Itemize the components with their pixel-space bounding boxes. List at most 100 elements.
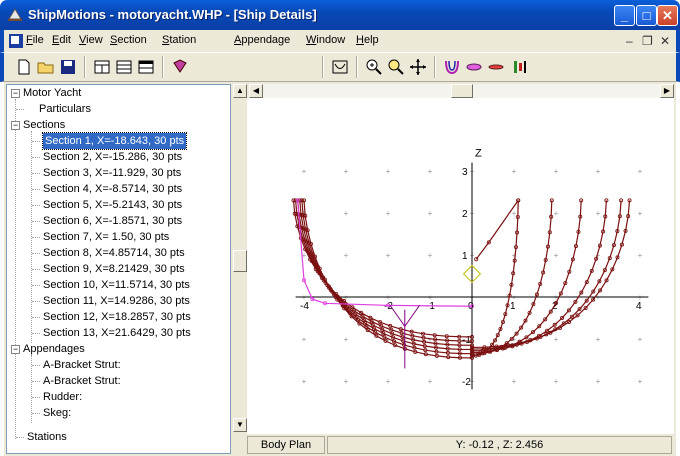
tree-item-section[interactable]: Section 6, X=-1.8571, 30 pts [43,215,183,227]
section-point [516,198,521,203]
section-point [549,198,554,203]
scroll-left-arrow-icon[interactable]: ◀ [249,84,263,98]
section-point [413,349,418,354]
new-file-icon[interactable] [14,57,34,77]
section-point [446,355,451,360]
grid-mark: + [554,377,559,386]
table-view-icon[interactable] [136,57,156,77]
section-point [445,346,450,351]
station-icon[interactable] [486,57,506,77]
app-icon [8,8,22,21]
save-icon[interactable] [58,57,78,77]
grid-mark: + [512,335,517,344]
tree-item-section[interactable]: Section 13, X=21.6429, 30 pts [43,327,191,339]
tree-item-particulars[interactable]: Particulars [39,103,91,115]
tree-item-appendages[interactable]: Appendages [23,343,85,355]
section-point [412,345,417,350]
grid-mark: + [638,167,643,176]
tree-item-section[interactable]: Section 9, X=8.21429, 30 pts [43,263,185,275]
section-point [603,214,608,219]
tree-item-stations[interactable]: Stations [27,431,67,443]
section-point [604,198,609,203]
menu-file[interactable]: File [26,34,44,46]
section-point [543,317,548,322]
tree-view[interactable]: − Motor Yacht Particulars − Sections Sec… [6,84,231,454]
section-curve-highlight [297,200,473,307]
scroll-down-arrow-icon[interactable]: ▼ [233,418,247,432]
maximize-button[interactable]: □ [636,5,657,26]
tree-item-appendage[interactable]: Skeg: [43,407,72,419]
document-icon[interactable] [8,33,24,49]
section-point [531,302,536,307]
mdi-close-button[interactable]: ✕ [660,34,671,48]
tree-item-section[interactable]: Section 3, X=-11.929, 30 pts [43,167,182,179]
menu-section[interactable]: Section [110,34,147,46]
section-point [373,330,378,335]
section-point [457,343,462,348]
tree-item-appendage[interactable]: Rudder: [43,391,83,403]
zoom-in-icon[interactable] [364,57,384,77]
tree-item-appendage[interactable]: A-Bracket Strut: [43,359,121,371]
list-view-icon[interactable] [114,57,134,77]
menu-appendage[interactable]: Appendage [234,34,291,46]
book-icon[interactable] [170,57,190,77]
grid-view-icon[interactable] [92,57,112,77]
body-plan-chart[interactable]: + + + + + + + + + + + + + + + + + + + + + + + + + + + + + + + + + + + + + + + +… [247,98,674,434]
grid-mark: + [302,335,307,344]
section-point [517,341,522,346]
zoom-fit-icon[interactable] [386,57,406,77]
z-tick-label: 2 [462,209,468,220]
section-point [513,245,518,250]
section-point [573,244,578,249]
menu-station[interactable]: Station [162,34,197,46]
plot-scrollbar[interactable]: ◀ ▶ [249,84,674,98]
tree-item-section[interactable]: Section 1, X=-18.643, 30 pts [41,132,188,150]
tree-item-sections[interactable]: Sections [23,119,66,131]
section-point [498,326,503,331]
tree-item-section[interactable]: Section 2, X=-15.286, 30 pts [43,151,183,163]
sections-icon[interactable] [442,57,462,77]
grid-mark: + [554,167,559,176]
tree-item-section[interactable]: Section 12, X=18.2857, 30 pts [43,311,191,323]
scroll-right-arrow-icon[interactable]: ▶ [660,84,674,98]
toolbar-separator [84,56,86,78]
tree-item-appendage[interactable]: A-Bracket Strut: [43,375,121,387]
body-plan-canvas[interactable]: + + + + + + + + + + + + + + + + + + + + + + + + + + + + + + + + + + + + + + + +… [247,98,674,434]
collapse-icon[interactable]: − [11,344,20,354]
section-point [391,335,396,340]
tree-item-section[interactable]: Section 4, X=-8.5714, 30 pts [43,183,183,195]
minimize-button[interactable]: _ [614,5,635,26]
grid-mark: + [428,251,433,260]
pan-icon[interactable] [408,57,428,77]
mdi-minimize-button[interactable]: – [626,34,633,48]
toolbar-separator [162,56,164,78]
section-point [423,348,428,353]
close-button[interactable]: ✕ [657,5,678,26]
scroll-up-arrow-icon[interactable]: ▲ [233,84,247,98]
toolbar [0,52,680,82]
body-plan-icon[interactable] [330,57,350,77]
tree-item-section[interactable]: Section 10, X=11.5714, 30 pts [43,279,190,291]
settings-icon[interactable] [510,57,530,77]
tree-scrollbar[interactable]: ▲ ▼ [233,84,247,434]
section-point [503,312,508,317]
grid-mark: + [512,209,517,218]
menu-window[interactable]: Window [306,34,346,46]
menu-view[interactable]: View [79,34,103,46]
collapse-icon[interactable]: − [11,120,20,130]
appendage-icon[interactable] [464,57,484,77]
collapse-icon[interactable]: − [11,88,20,98]
tree-item-section[interactable]: Section 11, X=14.9286, 30 pts [43,295,190,307]
tree-item-section[interactable]: Section 5, X=-5.2143, 30 pts [43,199,183,211]
open-folder-icon[interactable] [36,57,56,77]
scroll-thumb[interactable] [233,250,247,272]
tree-item-section[interactable]: Section 8, X=4.85714, 30 pts [43,247,185,259]
grid-mark: + [428,335,433,344]
tree-item-root[interactable]: Motor Yacht [23,87,82,99]
scroll-thumb[interactable] [451,84,473,98]
section-point [597,243,602,248]
menu-help[interactable]: Help [356,34,379,46]
mdi-restore-button[interactable]: ❐ [642,34,653,48]
tree-item-section[interactable]: Section 7, X= 1.50, 30 pts [43,231,170,243]
menu-edit[interactable]: Edit [52,34,71,46]
